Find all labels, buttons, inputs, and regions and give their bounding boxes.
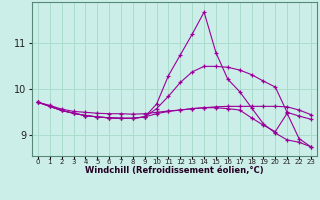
X-axis label: Windchill (Refroidissement éolien,°C): Windchill (Refroidissement éolien,°C) [85,166,264,175]
